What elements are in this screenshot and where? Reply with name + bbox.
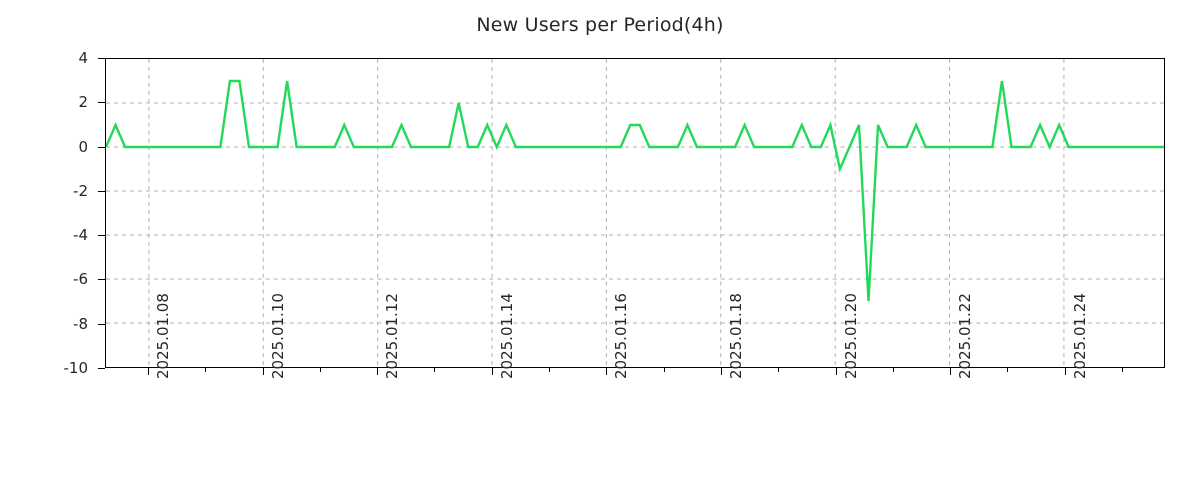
x-axis-tick-mark xyxy=(835,368,837,375)
y-axis-tick-label: 2 xyxy=(78,93,88,112)
plot-area xyxy=(105,58,1165,368)
y-axis-tick-label: -6 xyxy=(73,270,88,289)
x-axis-minor-tick xyxy=(434,368,436,372)
y-axis-tick-mark xyxy=(98,279,105,281)
y-axis-tick-mark xyxy=(98,235,105,237)
y-axis-tick-mark xyxy=(98,102,105,104)
y-axis-tick-mark xyxy=(98,190,105,192)
y-axis-tick-mark xyxy=(98,323,105,325)
y-axis-tick-label: -8 xyxy=(73,314,88,333)
x-axis-minor-tick xyxy=(205,368,207,372)
y-axis-tick-label: 0 xyxy=(78,137,88,156)
x-axis-minor-tick xyxy=(663,368,665,372)
x-axis-tick-mark xyxy=(950,368,952,375)
y-axis-tick-label: 4 xyxy=(78,49,88,67)
x-axis-tick-mark xyxy=(606,368,608,375)
x-axis-tick-mark xyxy=(377,368,379,375)
x-axis-tick-mark xyxy=(1064,368,1066,375)
y-axis-tick-label: -4 xyxy=(73,226,88,245)
x-axis-minor-tick xyxy=(892,368,894,372)
x-axis-tick-mark xyxy=(262,368,264,375)
y-axis-tick-mark xyxy=(98,58,105,59)
x-axis-tick-mark xyxy=(147,368,149,375)
x-axis-tick-mark xyxy=(720,368,722,375)
y-axis-tick-mark xyxy=(98,146,105,148)
x-axis-minor-tick xyxy=(1122,368,1124,372)
x-axis-tick-mark xyxy=(491,368,493,375)
chart-title: New Users per Period(4h) xyxy=(476,14,724,36)
x-axis-minor-tick xyxy=(549,368,551,372)
x-axis-minor-tick xyxy=(319,368,321,372)
y-axis-tick-label: -2 xyxy=(73,181,88,200)
x-axis-minor-tick xyxy=(1007,368,1009,372)
grid-lines xyxy=(106,59,1164,367)
x-axis-minor-tick xyxy=(778,368,780,372)
y-axis-tick-mark xyxy=(98,368,105,369)
series-line-new-users xyxy=(106,59,1164,367)
y-axis-tick-label: -10 xyxy=(63,359,89,377)
